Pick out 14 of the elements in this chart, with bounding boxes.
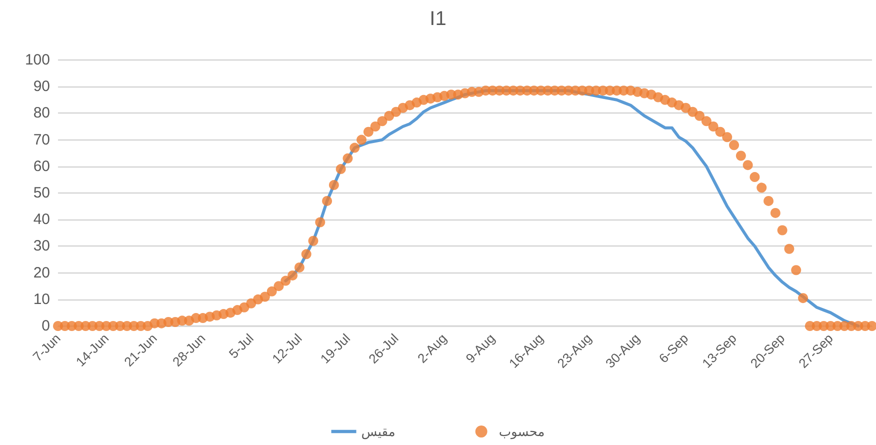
- y-tick-label: 80: [33, 104, 50, 122]
- legend-label: مقيس: [361, 424, 396, 440]
- y-tick-label: 60: [33, 158, 50, 175]
- y-tick-label: 20: [33, 264, 50, 282]
- legend-label: محسوب: [498, 424, 545, 440]
- y-tick-label: 40: [33, 211, 50, 228]
- chart-title: I1: [430, 8, 446, 30]
- y-tick-label: 50: [33, 184, 50, 202]
- y-tick-label: 100: [24, 52, 50, 68]
- y-tick-label: 70: [33, 131, 50, 148]
- y-tick-label: 30: [33, 238, 50, 255]
- y-tick-label: 10: [33, 290, 50, 308]
- y-tick-label: 0: [42, 318, 50, 334]
- y-tick-label: 90: [33, 78, 50, 96]
